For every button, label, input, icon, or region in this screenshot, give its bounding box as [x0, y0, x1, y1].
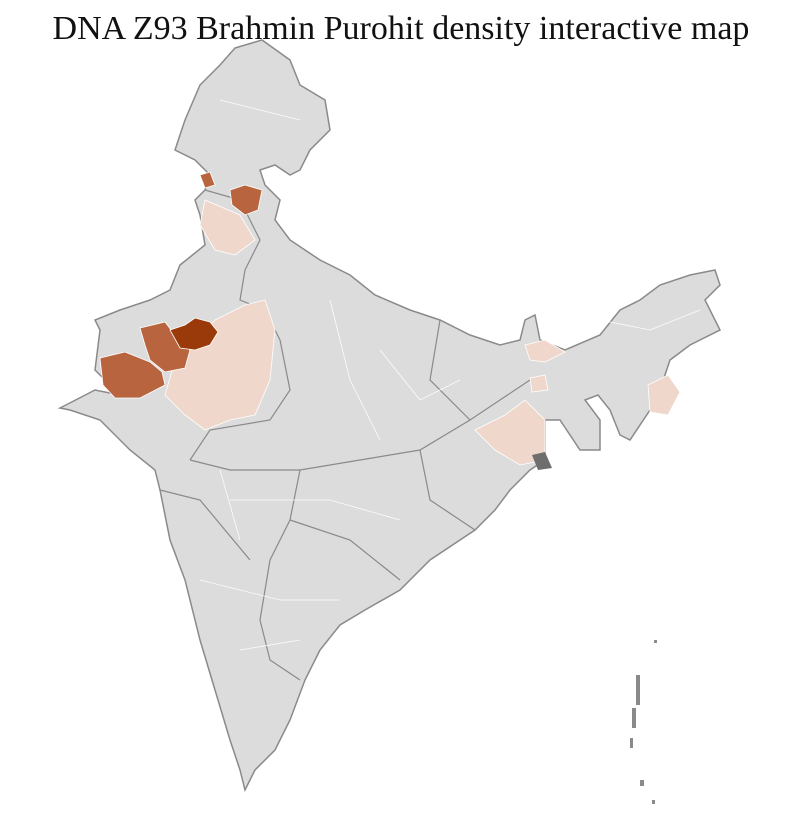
kolkata-region[interactable]	[532, 452, 552, 470]
density-low-regions[interactable]	[164, 199, 681, 466]
district-borders	[199, 99, 701, 651]
andaman-islands	[630, 640, 657, 804]
india-outline[interactable]	[57, 39, 722, 793]
density-medium-regions[interactable]	[99, 171, 263, 399]
state-borders	[159, 189, 531, 681]
map-title: DNA Z93 Brahmin Purohit density interact…	[52, 10, 750, 47]
density-high-region[interactable]	[169, 317, 219, 351]
